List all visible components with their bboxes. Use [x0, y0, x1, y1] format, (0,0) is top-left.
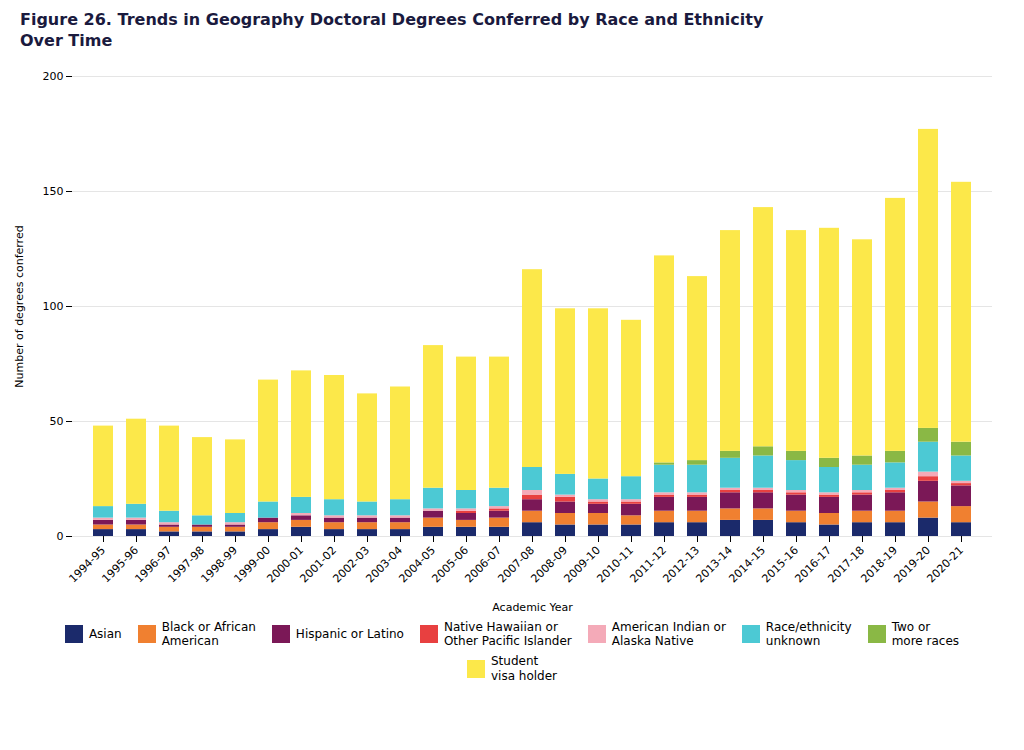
- svg-text:200: 200: [43, 70, 64, 83]
- svg-text:2006-07: 2006-07: [462, 543, 505, 585]
- svg-text:1995-96: 1995-96: [99, 543, 142, 585]
- html-text:Student visa holder: Student visa holder: [491, 654, 557, 683]
- svg-text:100: 100: [43, 300, 64, 313]
- svg-text:1997-98: 1997-98: [165, 543, 208, 585]
- svg-text:1999-00: 1999-00: [231, 543, 274, 585]
- svg-text:2017-18: 2017-18: [825, 543, 868, 585]
- svg-text:1996-97: 1996-97: [132, 543, 175, 585]
- svg-text:2002-03: 2002-03: [330, 543, 373, 585]
- svg-text:0: 0: [57, 530, 64, 543]
- svg-text:Number of degrees conferred: Number of degrees conferred: [13, 225, 26, 387]
- html-text:Asian: Asian: [88, 626, 122, 641]
- svg-text:2014-15: 2014-15: [726, 543, 769, 585]
- svg-text:1998-99: 1998-99: [198, 543, 241, 585]
- svg-text:2000-01: 2000-01: [264, 543, 307, 585]
- svg-text:2013-14: 2013-14: [693, 543, 736, 585]
- html-text:Native Hawaiian or Other Pacif: Native Hawaiian or Other Pacific Islande…: [443, 619, 572, 648]
- html-text:Figure 26. Trends in Geography: Figure 26. Trends in Geography Doctoral …: [20, 10, 764, 50]
- svg-text:150: 150: [43, 185, 64, 198]
- html-text:Race/ethnicity unknown: Race/ethnicity unknown: [765, 619, 852, 648]
- svg-text:2012-13: 2012-13: [660, 543, 703, 585]
- svg-text:2005-06: 2005-06: [429, 543, 472, 585]
- svg-text:2016-17: 2016-17: [792, 543, 835, 585]
- html-text:American Indian or Alaska Nati: American Indian or Alaska Native: [611, 619, 726, 648]
- svg-text:2001-02: 2001-02: [297, 543, 340, 585]
- svg-text:Academic Year: Academic Year: [492, 600, 573, 613]
- html-text:Two or more races: Two or more races: [891, 619, 960, 648]
- svg-text:2003-04: 2003-04: [363, 543, 406, 585]
- svg-text:2007-08: 2007-08: [495, 543, 538, 585]
- svg-text:2011-12: 2011-12: [627, 543, 670, 585]
- svg-text:50: 50: [50, 415, 64, 428]
- svg-text:1994-95: 1994-95: [66, 543, 109, 585]
- html-text:Hispanic or Latino: Hispanic or Latino: [295, 626, 404, 641]
- html-text:Black or African American: Black or African American: [161, 619, 256, 648]
- svg-text:2010-11: 2010-11: [594, 543, 637, 585]
- svg-text:2015-16: 2015-16: [759, 543, 802, 585]
- svg-text:2008-09: 2008-09: [528, 543, 571, 585]
- svg-text:2004-05: 2004-05: [396, 543, 439, 585]
- svg-text:2019-20: 2019-20: [891, 543, 934, 585]
- svg-text:2018-19: 2018-19: [858, 543, 901, 585]
- svg-text:2020-21: 2020-21: [924, 543, 966, 585]
- svg-text:2009-10: 2009-10: [561, 543, 604, 585]
